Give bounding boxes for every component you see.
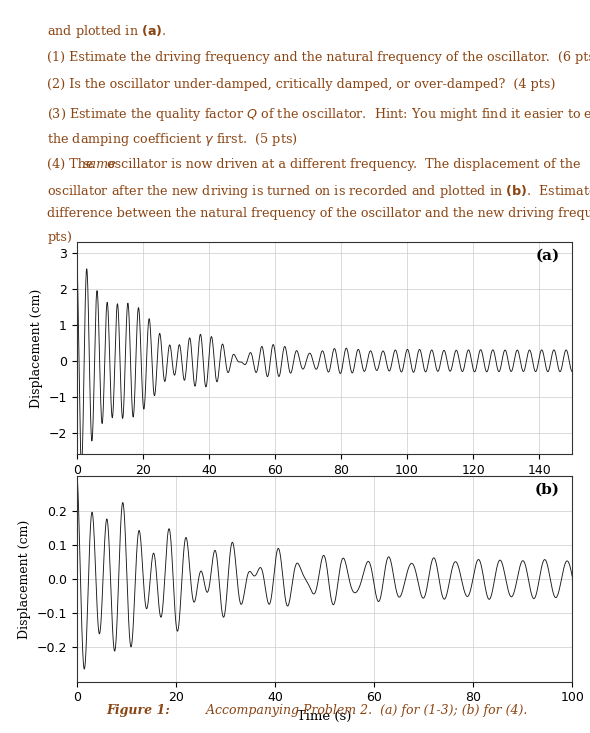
Text: (2) Is the oscillator under-damped, critically damped, or over-damped?  (4 pts): (2) Is the oscillator under-damped, crit… bbox=[47, 78, 556, 92]
X-axis label: Time (s): Time (s) bbox=[297, 483, 352, 496]
Text: difference between the natural frequency of the oscillator and the new driving f: difference between the natural frequency… bbox=[47, 207, 590, 220]
Text: (4) The: (4) The bbox=[47, 158, 97, 171]
Y-axis label: Displacement (cm): Displacement (cm) bbox=[18, 520, 31, 638]
Text: the damping coefficient $\gamma$ first.  (5 pts): the damping coefficient $\gamma$ first. … bbox=[47, 130, 298, 147]
Text: Figure 1:: Figure 1: bbox=[106, 704, 170, 717]
Text: oscillator is now driven at a different frequency.  The displacement of the: oscillator is now driven at a different … bbox=[103, 158, 581, 171]
Text: (b): (b) bbox=[535, 482, 560, 496]
Text: (3) Estimate the quality factor $Q$ of the oscillator.  Hint: You might find it : (3) Estimate the quality factor $Q$ of t… bbox=[47, 106, 590, 123]
Text: oscillator after the new driving is turned on is recorded and plotted in $\mathb: oscillator after the new driving is turn… bbox=[47, 183, 590, 199]
Text: Accompanying Problem 2.  (a) for (1-3); (b) for (4).: Accompanying Problem 2. (a) for (1-3); (… bbox=[198, 704, 527, 717]
Text: (a): (a) bbox=[536, 248, 560, 262]
X-axis label: Time (s): Time (s) bbox=[297, 710, 352, 723]
Text: same: same bbox=[83, 158, 117, 171]
Text: (1) Estimate the driving frequency and the natural frequency of the oscillator. : (1) Estimate the driving frequency and t… bbox=[47, 51, 590, 64]
Text: pts): pts) bbox=[47, 232, 72, 245]
Text: and plotted in $\mathbf{(a)}$.: and plotted in $\mathbf{(a)}$. bbox=[47, 23, 166, 40]
Y-axis label: Displacement (cm): Displacement (cm) bbox=[30, 289, 43, 408]
